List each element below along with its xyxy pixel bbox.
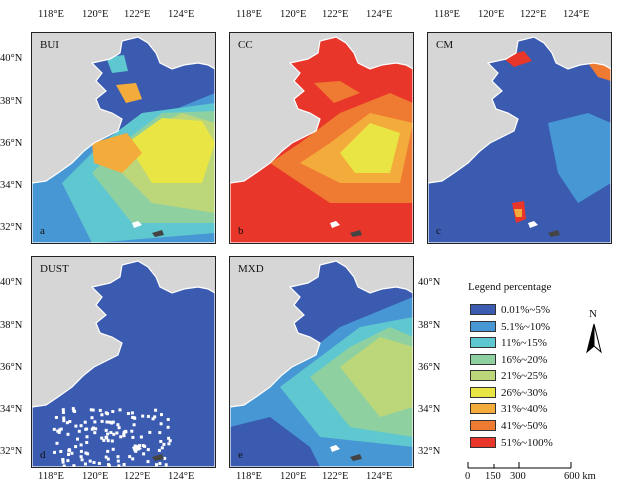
lat-tick-top-36: 36°N bbox=[0, 138, 23, 149]
lat-tick-right-38: 38°N bbox=[418, 320, 441, 331]
lon-tick-top-b2: 120°E bbox=[280, 9, 307, 20]
sea-area-cc bbox=[230, 36, 413, 243]
lat-tick-top-38: 38°N bbox=[0, 96, 23, 107]
north-arrow: N bbox=[585, 308, 603, 356]
legend-swatch bbox=[470, 304, 496, 315]
panel-letter-b: b bbox=[238, 225, 244, 237]
map-panel-cc: CC b bbox=[229, 32, 414, 244]
lat-tick-top-34: 34°N bbox=[0, 180, 23, 191]
lon-tick-bottom-d4: 124°E bbox=[168, 471, 195, 482]
lon-tick-top-c4: 124°E bbox=[563, 9, 590, 20]
lat-tick-bottom-38: 38°N bbox=[0, 320, 23, 331]
lon-tick-top-b3: 122°E bbox=[322, 9, 349, 20]
north-label: N bbox=[589, 308, 597, 320]
panel-letter-d: d bbox=[40, 449, 46, 461]
scale-bar: 0 150 300 600 km bbox=[463, 458, 623, 488]
panel-letter-a: a bbox=[40, 225, 45, 237]
legend-label: 51%~100% bbox=[501, 436, 553, 449]
lon-tick-bottom-e1: 118°E bbox=[236, 471, 262, 482]
legend-title: Legend percentage bbox=[468, 281, 552, 293]
scale-tick-300: 300 bbox=[510, 471, 526, 482]
panel-title-cm: CM bbox=[436, 39, 454, 51]
scale-tick-600: 600 km bbox=[564, 471, 596, 482]
legend-swatch bbox=[470, 321, 496, 332]
legend-label: 21%~25% bbox=[501, 369, 548, 382]
lon-tick-top-a2: 120°E bbox=[82, 9, 109, 20]
legend-swatch bbox=[470, 403, 496, 414]
legend-item: 16%~20% bbox=[470, 353, 547, 366]
legend-item: 5.1%~10% bbox=[470, 320, 550, 333]
panel-letter-c: c bbox=[436, 225, 441, 237]
lat-tick-right-40: 40°N bbox=[418, 277, 441, 288]
lat-tick-bottom-32: 32°N bbox=[0, 446, 23, 457]
north-arrow-icon bbox=[586, 323, 602, 354]
legend-label: 11%~15% bbox=[501, 336, 547, 349]
legend-label: 5.1%~10% bbox=[501, 320, 551, 333]
scale-tick-0: 0 bbox=[465, 471, 471, 482]
legend-item: 51%~100% bbox=[470, 436, 553, 449]
legend-item: 11%~15% bbox=[470, 336, 547, 349]
lon-tick-top-a3: 122°E bbox=[124, 9, 151, 20]
map-panel-dust: DUST d bbox=[31, 256, 216, 468]
lon-tick-bottom-e3: 122°E bbox=[322, 471, 349, 482]
lon-tick-top-b1: 118°E bbox=[236, 9, 262, 20]
lat-tick-top-32: 32°N bbox=[0, 222, 23, 233]
sea-area-cm bbox=[428, 36, 611, 243]
lon-tick-bottom-d3: 122°E bbox=[124, 471, 151, 482]
legend-label: 16%~20% bbox=[501, 353, 548, 366]
lat-tick-top-40: 40°N bbox=[0, 53, 23, 64]
lon-tick-bottom-d1: 118°E bbox=[38, 471, 64, 482]
scale-tick-150: 150 bbox=[485, 471, 501, 482]
legend-label: 0.01%~5% bbox=[501, 303, 551, 316]
map-panel-mxd: MXD e bbox=[229, 256, 414, 468]
legend-swatch bbox=[470, 437, 496, 448]
legend-item: 41%~50% bbox=[470, 419, 547, 432]
lat-tick-bottom-40: 40°N bbox=[0, 277, 23, 288]
legend-label: 41%~50% bbox=[501, 419, 548, 432]
lon-tick-top-a4: 124°E bbox=[168, 9, 195, 20]
legend-swatch bbox=[470, 420, 496, 431]
map-panel-cm: CM c bbox=[427, 32, 612, 244]
legend-item: 31%~40% bbox=[470, 402, 547, 415]
panel-title-mxd: MXD bbox=[238, 263, 264, 275]
lat-tick-bottom-34: 34°N bbox=[0, 404, 23, 415]
panel-title-bui: BUI bbox=[40, 39, 59, 51]
panel-title-dust: DUST bbox=[40, 263, 69, 275]
sea-area-dust bbox=[32, 260, 215, 467]
legend-label: 31%~40% bbox=[501, 402, 548, 415]
lat-tick-right-36: 36°N bbox=[418, 362, 441, 373]
legend-swatch bbox=[470, 337, 496, 348]
lon-tick-top-c2: 120°E bbox=[478, 9, 505, 20]
sea-area-bui bbox=[32, 36, 215, 243]
lon-tick-top-b4: 124°E bbox=[366, 9, 393, 20]
sea-area-mxd bbox=[230, 260, 413, 467]
lat-tick-right-34: 34°N bbox=[418, 404, 441, 415]
panel-letter-e: e bbox=[238, 449, 243, 461]
lon-tick-top-c1: 118°E bbox=[434, 9, 460, 20]
lat-tick-right-32: 32°N bbox=[418, 446, 441, 457]
legend-item: 26%~30% bbox=[470, 386, 547, 399]
legend-swatch bbox=[470, 354, 496, 365]
lon-tick-bottom-e2: 120°E bbox=[280, 471, 307, 482]
panel-title-cc: CC bbox=[238, 39, 253, 51]
legend-swatch bbox=[470, 387, 496, 398]
legend-item: 0.01%~5% bbox=[470, 303, 550, 316]
lon-tick-top-c3: 122°E bbox=[520, 9, 547, 20]
lon-tick-top-a1: 118°E bbox=[38, 9, 64, 20]
lon-tick-bottom-d2: 120°E bbox=[82, 471, 109, 482]
lon-tick-bottom-e4: 124°E bbox=[366, 471, 393, 482]
scale-bar-line bbox=[467, 462, 572, 469]
map-panel-bui: BUI a bbox=[31, 32, 216, 244]
legend-label: 26%~30% bbox=[501, 386, 548, 399]
lat-tick-bottom-36: 36°N bbox=[0, 362, 23, 373]
legend-swatch bbox=[470, 370, 496, 381]
legend-item: 21%~25% bbox=[470, 369, 547, 382]
